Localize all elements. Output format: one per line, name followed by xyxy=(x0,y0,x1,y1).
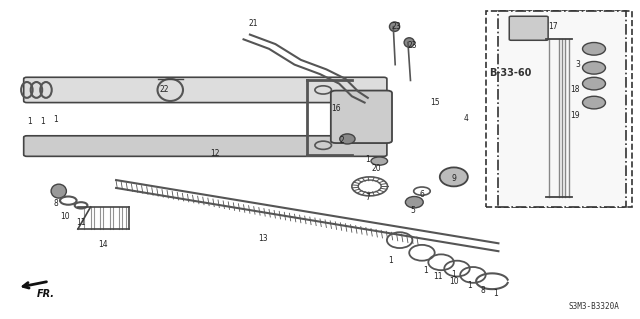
Text: 12: 12 xyxy=(210,149,220,158)
Text: 19: 19 xyxy=(570,111,580,120)
Text: 8: 8 xyxy=(480,286,485,295)
Text: 14: 14 xyxy=(99,241,108,249)
Text: 1: 1 xyxy=(451,271,456,279)
Text: 18: 18 xyxy=(570,85,580,94)
Ellipse shape xyxy=(582,62,605,74)
Ellipse shape xyxy=(371,157,388,165)
Ellipse shape xyxy=(582,96,605,109)
Text: 9: 9 xyxy=(451,174,456,183)
Text: 2: 2 xyxy=(340,136,345,145)
Text: 7: 7 xyxy=(365,193,370,202)
Text: FR.: FR. xyxy=(36,289,54,299)
Text: 1: 1 xyxy=(493,289,498,298)
Text: 10: 10 xyxy=(449,277,459,286)
Ellipse shape xyxy=(404,38,414,47)
Text: 5: 5 xyxy=(410,206,415,215)
Ellipse shape xyxy=(390,22,399,32)
Text: B-33-60: B-33-60 xyxy=(489,68,531,78)
Text: 3: 3 xyxy=(575,60,580,69)
Text: 16: 16 xyxy=(331,104,340,113)
Ellipse shape xyxy=(582,77,605,90)
Text: 1: 1 xyxy=(423,266,428,275)
Text: 1: 1 xyxy=(28,117,33,126)
Text: 8: 8 xyxy=(54,199,59,208)
Text: 6: 6 xyxy=(419,190,424,199)
FancyBboxPatch shape xyxy=(509,16,548,40)
Ellipse shape xyxy=(440,167,468,186)
Text: 10: 10 xyxy=(60,212,70,221)
Text: 11: 11 xyxy=(433,272,443,281)
FancyBboxPatch shape xyxy=(24,77,387,103)
Text: 1: 1 xyxy=(467,281,472,291)
Text: 23: 23 xyxy=(408,41,417,50)
Text: 20: 20 xyxy=(371,165,381,174)
Ellipse shape xyxy=(582,42,605,55)
Text: 22: 22 xyxy=(159,85,168,94)
Text: 21: 21 xyxy=(248,19,258,28)
FancyBboxPatch shape xyxy=(331,91,392,143)
Ellipse shape xyxy=(51,184,67,198)
Text: 1: 1 xyxy=(53,115,58,124)
Text: 17: 17 xyxy=(548,22,557,31)
Text: 15: 15 xyxy=(430,98,440,107)
Text: 23: 23 xyxy=(392,22,401,31)
Text: 13: 13 xyxy=(258,234,268,243)
Text: 11: 11 xyxy=(76,218,86,227)
Text: 1: 1 xyxy=(388,256,392,265)
Ellipse shape xyxy=(340,134,355,144)
Text: S3M3-B3320A: S3M3-B3320A xyxy=(568,302,620,311)
Ellipse shape xyxy=(405,197,423,208)
Text: 1: 1 xyxy=(365,155,370,164)
FancyBboxPatch shape xyxy=(499,11,626,207)
Text: 4: 4 xyxy=(464,114,469,123)
FancyBboxPatch shape xyxy=(24,136,387,156)
Text: 1: 1 xyxy=(40,117,45,126)
